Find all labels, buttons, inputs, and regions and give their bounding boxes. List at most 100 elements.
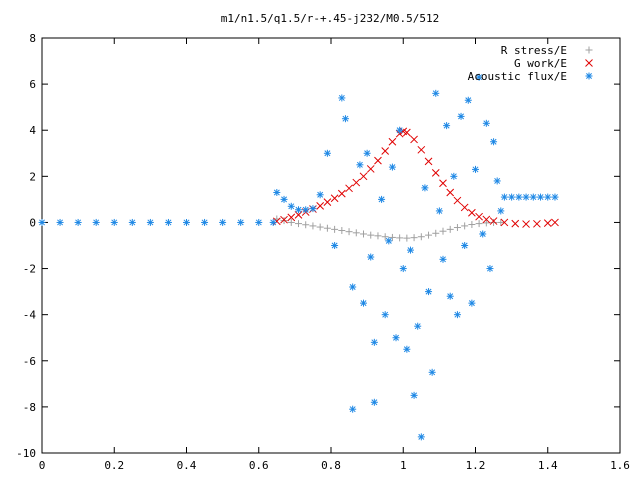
data-point (431, 169, 440, 177)
data-point (367, 253, 375, 261)
data-point (201, 218, 209, 226)
data-point (482, 215, 491, 224)
data-point (497, 207, 505, 215)
data-point (352, 229, 360, 237)
data-point (146, 218, 154, 226)
y-tick-label: -8 (23, 401, 36, 414)
y-tick-label: -10 (16, 447, 36, 460)
data-point (461, 242, 469, 249)
data-point (396, 234, 404, 242)
data-point (453, 224, 461, 232)
data-point (461, 222, 469, 230)
data-point (446, 292, 454, 300)
data-point (453, 311, 461, 319)
data-point (529, 193, 537, 201)
series-1 (272, 127, 559, 228)
data-point (482, 119, 490, 127)
data-point (399, 265, 407, 273)
data-point (309, 205, 317, 213)
data-point (381, 311, 389, 319)
data-point (388, 163, 396, 171)
data-point (417, 145, 426, 154)
data-point (475, 212, 483, 221)
data-point (349, 283, 357, 291)
data-point (309, 222, 317, 230)
data-point (381, 233, 389, 241)
data-point (446, 188, 455, 197)
data-point (323, 198, 332, 207)
data-point (255, 218, 263, 226)
data-point (428, 368, 436, 376)
data-point (219, 218, 227, 226)
data-point (388, 137, 397, 146)
data-point (489, 217, 498, 225)
legend-label: R stress/E (501, 44, 567, 57)
legend-marker (585, 59, 593, 67)
data-marks (38, 73, 559, 441)
data-point (360, 299, 368, 307)
data-point (475, 73, 483, 81)
data-point (551, 218, 559, 227)
data-point (341, 115, 349, 123)
x-tick-label: 1.4 (538, 459, 558, 472)
data-point (464, 96, 472, 104)
data-point (450, 172, 458, 180)
data-point (515, 193, 523, 201)
x-tick-label: 0.4 (177, 459, 197, 472)
data-point (370, 338, 378, 346)
data-point (338, 94, 346, 102)
data-point (446, 225, 454, 233)
data-point (475, 220, 483, 228)
data-point (425, 288, 433, 296)
data-point (237, 218, 245, 226)
y-tick-label: 0 (29, 216, 36, 229)
data-point (331, 225, 339, 233)
data-point (302, 206, 310, 214)
data-point (410, 391, 418, 399)
data-point (378, 195, 386, 203)
data-point (403, 234, 411, 242)
data-point (500, 218, 509, 227)
legend-marker (585, 46, 593, 54)
data-point (508, 193, 516, 201)
data-point (443, 122, 451, 130)
data-point (287, 218, 295, 226)
data-point (497, 218, 505, 226)
data-point (294, 220, 302, 228)
data-point (551, 193, 559, 201)
y-tick-label: 6 (29, 78, 36, 91)
legend-label: G work/E (514, 57, 567, 70)
x-tick-label: 1.6 (610, 459, 630, 472)
data-point (323, 149, 331, 157)
data-point (183, 218, 190, 226)
data-point (533, 219, 541, 228)
y-tick-label: 8 (29, 32, 36, 45)
data-point (460, 203, 469, 212)
legend-label: Acoustic flux/E (468, 70, 567, 83)
data-point (493, 177, 501, 185)
plot-frame (41, 37, 621, 454)
data-point (414, 322, 422, 330)
data-point (366, 165, 375, 173)
data-point (280, 217, 288, 225)
data-point (294, 206, 302, 214)
data-point (421, 184, 429, 192)
y-tick-label: -2 (23, 263, 36, 276)
data-point (543, 219, 552, 227)
data-point (435, 207, 443, 215)
data-point (490, 138, 498, 146)
data-point (345, 228, 353, 236)
data-point (424, 157, 433, 166)
data-point (280, 195, 288, 203)
data-point (482, 219, 490, 227)
data-point (417, 433, 425, 441)
data-point (388, 233, 396, 241)
data-point (164, 218, 172, 226)
data-point (432, 229, 440, 237)
data-point (522, 220, 530, 228)
data-point (410, 135, 418, 144)
data-point (544, 193, 552, 201)
data-point (370, 398, 378, 406)
x-tick-label: 1.2 (466, 459, 486, 472)
